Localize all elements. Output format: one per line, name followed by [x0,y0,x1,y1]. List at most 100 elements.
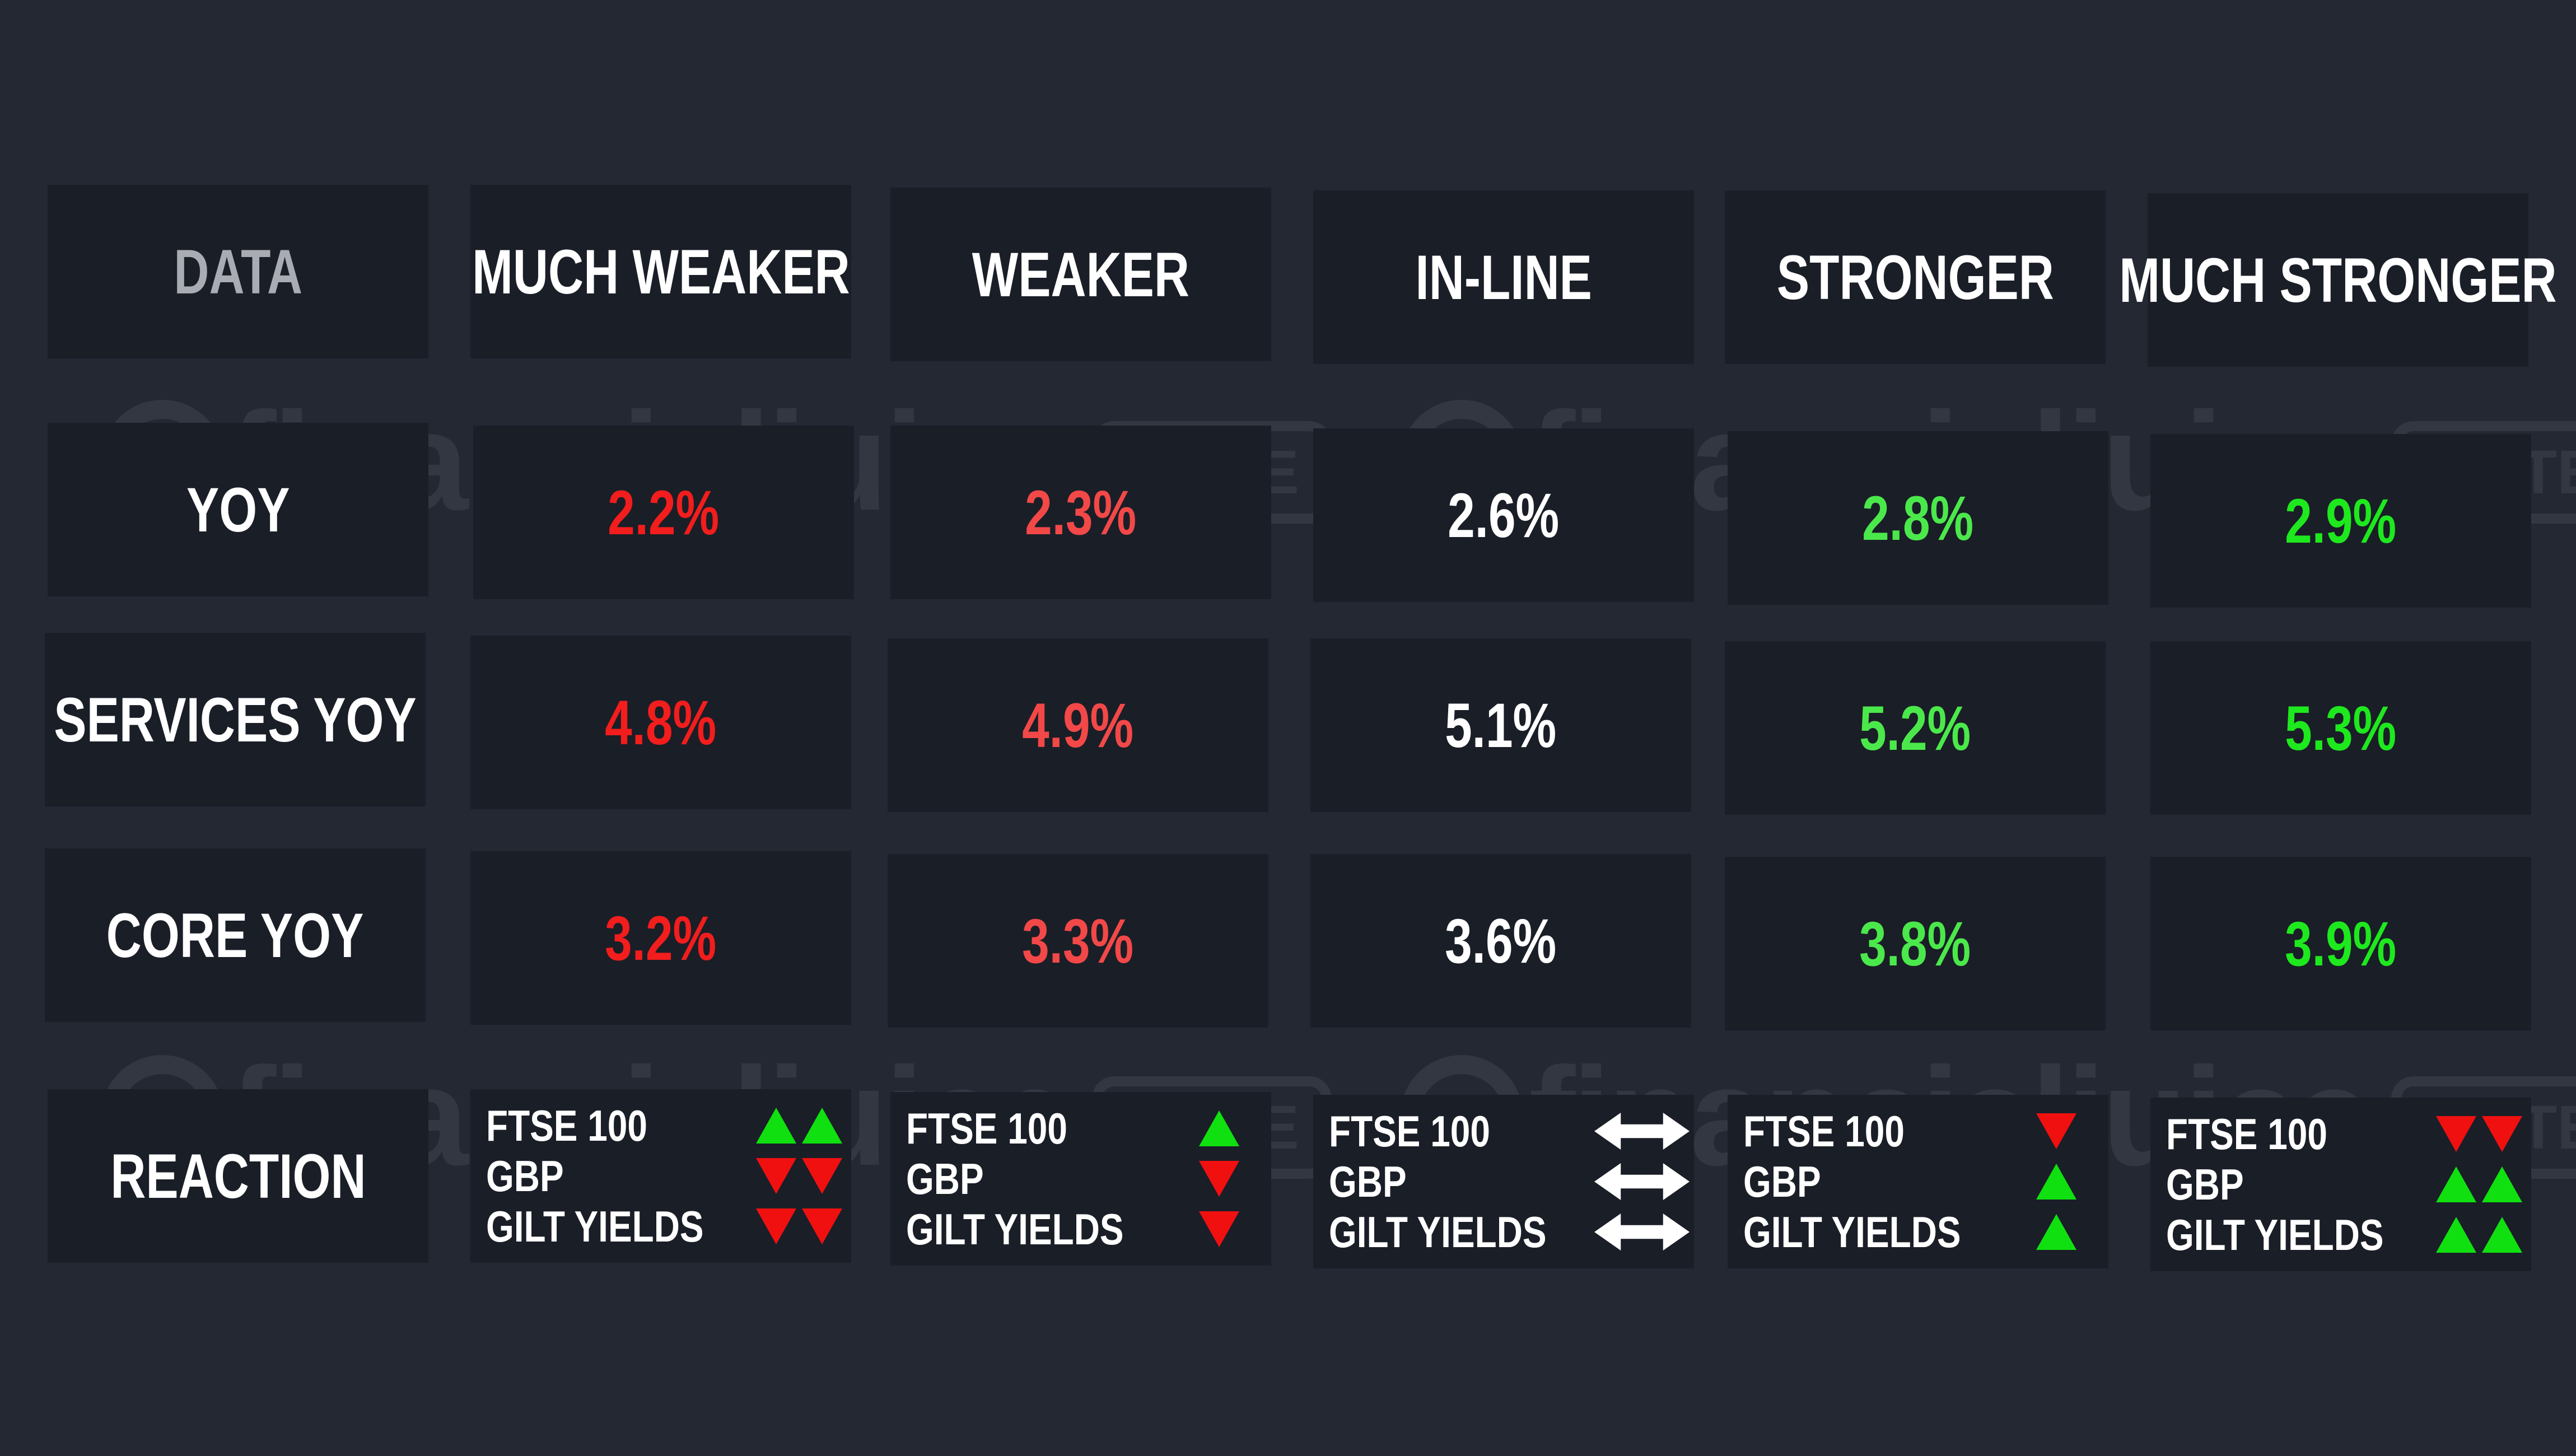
header-label: IN-LINE [1415,242,1592,312]
double-headed-arrow-icon [1594,1112,1690,1150]
header-much-weaker: MUCH WEAKER [470,185,851,358]
value-cell: 2.3% [890,426,1271,599]
header-weaker: WEAKER [890,188,1271,361]
asset-label: GBP [486,1151,564,1201]
reaction-arrows [2432,1161,2527,1208]
asset-label: GBP [1743,1157,1821,1206]
reaction-cell-stronger: FTSE 100 GBP GILT YIELDS [1728,1095,2108,1268]
header-much-stronger: MUCH STRONGER [2119,193,2557,367]
value-much-stronger: 5.3% [2285,693,2397,763]
asset-label: GILT YIELDS [486,1202,704,1251]
value-cell: 2.6% [1313,428,1694,602]
reaction-grid: FTSE 100 GBP GILT YIELDS [1743,1108,2097,1256]
value-in-line: 5.1% [1445,690,1557,760]
row-label: YOY [186,474,290,545]
value-in-line: 3.6% [1445,906,1557,976]
value-cell: 5.3% [2150,641,2531,815]
value-cell: 2.8% [1728,431,2108,605]
value-cell: 3.3% [888,854,1268,1028]
header-label: MUCH WEAKER [472,236,850,307]
header-label: STRONGER [1776,242,2054,312]
reaction-cell-much-weaker: FTSE 100 GBP GILT YIELDS [470,1089,851,1263]
header-label: WEAKER [972,239,1190,310]
row-label: REACTION [110,1141,366,1211]
reaction-arrows [752,1152,847,1200]
row-label: CORE YOY [106,900,364,970]
reaction-arrows [1172,1105,1267,1152]
asset-label: GBP [1329,1157,1407,1206]
reaction-arrows [752,1102,847,1149]
up-arrow-icon [2036,1164,2076,1200]
value-cell: 4.9% [888,638,1268,812]
value-cell: 2.2% [473,426,854,599]
up-arrow-icon [1198,1110,1239,1146]
row-label: SERVICES YOY [54,684,417,755]
asset-label: GBP [906,1154,984,1203]
row-label-yoy: YOY [48,423,428,596]
reaction-cell-in-line: FTSE 100 GBP GILT YIELDS [1313,1095,1694,1268]
value-much-weaker: 3.2% [605,903,717,973]
reaction-arrows [1594,1108,1690,1155]
reaction-cell-much-stronger: FTSE 100 GBP GILT YIELDS [2150,1098,2531,1271]
row-label-services-yoy: SERVICES YOY [45,633,426,806]
down-arrow-icon [1198,1161,1239,1197]
value-much-weaker: 2.2% [608,477,720,548]
reaction-arrows [2009,1208,2104,1256]
down-arrow-icon [801,1208,842,1244]
asset-label: FTSE 100 [1329,1107,1490,1156]
asset-label: GILT YIELDS [1743,1207,1961,1257]
up-arrow-icon [801,1108,842,1144]
up-arrow-icon [2481,1217,2522,1253]
value-weaker: 3.3% [1022,906,1134,976]
asset-label: GILT YIELDS [906,1205,1124,1254]
value-weaker: 2.3% [1025,477,1137,548]
value-cell: 3.2% [470,851,851,1025]
header-label: MUCH STRONGER [2119,245,2557,315]
reaction-arrows [1594,1208,1690,1256]
down-arrow-icon [2036,1113,2076,1149]
down-arrow-icon [755,1158,796,1194]
asset-label: FTSE 100 [906,1104,1067,1153]
value-much-stronger: 3.9% [2285,908,2397,979]
reaction-arrows [2009,1108,2104,1155]
header-data: DATA [48,185,428,358]
down-arrow-icon [2481,1116,2522,1152]
up-arrow-icon [2435,1217,2476,1253]
asset-label: FTSE 100 [1743,1107,1905,1156]
row-label-reaction: REACTION [48,1089,428,1263]
value-cell: 5.2% [1725,641,2106,815]
reaction-arrows [2432,1110,2527,1158]
value-cell: 3.9% [2150,857,2531,1030]
reaction-grid: FTSE 100 GBP GILT YIELDS [1329,1107,1690,1257]
value-stronger: 3.8% [1859,908,1971,979]
double-headed-arrow-icon [1594,1163,1690,1201]
reaction-arrows [752,1203,847,1250]
value-cell: 5.1% [1310,638,1691,812]
value-weaker: 4.9% [1022,690,1134,760]
down-arrow-icon [755,1208,796,1244]
double-headed-arrow-icon [1594,1213,1690,1251]
value-cell: 2.9% [2150,434,2531,608]
up-arrow-icon [2036,1214,2076,1250]
reaction-arrows [1172,1155,1267,1202]
up-arrow-icon [755,1108,796,1144]
asset-label: GILT YIELDS [2166,1210,2384,1259]
reaction-arrows [1172,1206,1267,1253]
header-label: DATA [174,236,302,307]
value-cell: 4.8% [470,636,851,809]
down-arrow-icon [1198,1211,1239,1247]
up-arrow-icon [2435,1166,2476,1202]
reaction-arrows [1594,1158,1690,1205]
asset-label: GBP [2166,1160,2244,1209]
reaction-arrows [2009,1158,2104,1205]
asset-label: GILT YIELDS [1329,1207,1547,1257]
reaction-cell-weaker: FTSE 100 GBP GILT YIELDS [890,1092,1271,1266]
value-in-line: 2.6% [1448,480,1560,550]
up-arrow-icon [2481,1166,2522,1202]
value-stronger: 2.8% [1862,483,1974,553]
value-cell: 3.6% [1310,854,1691,1028]
reaction-grid: FTSE 100 GBP GILT YIELDS [486,1102,842,1251]
header-in-line: IN-LINE [1313,190,1694,364]
value-stronger: 5.2% [1859,693,1971,763]
value-cell: 3.8% [1725,857,2106,1030]
